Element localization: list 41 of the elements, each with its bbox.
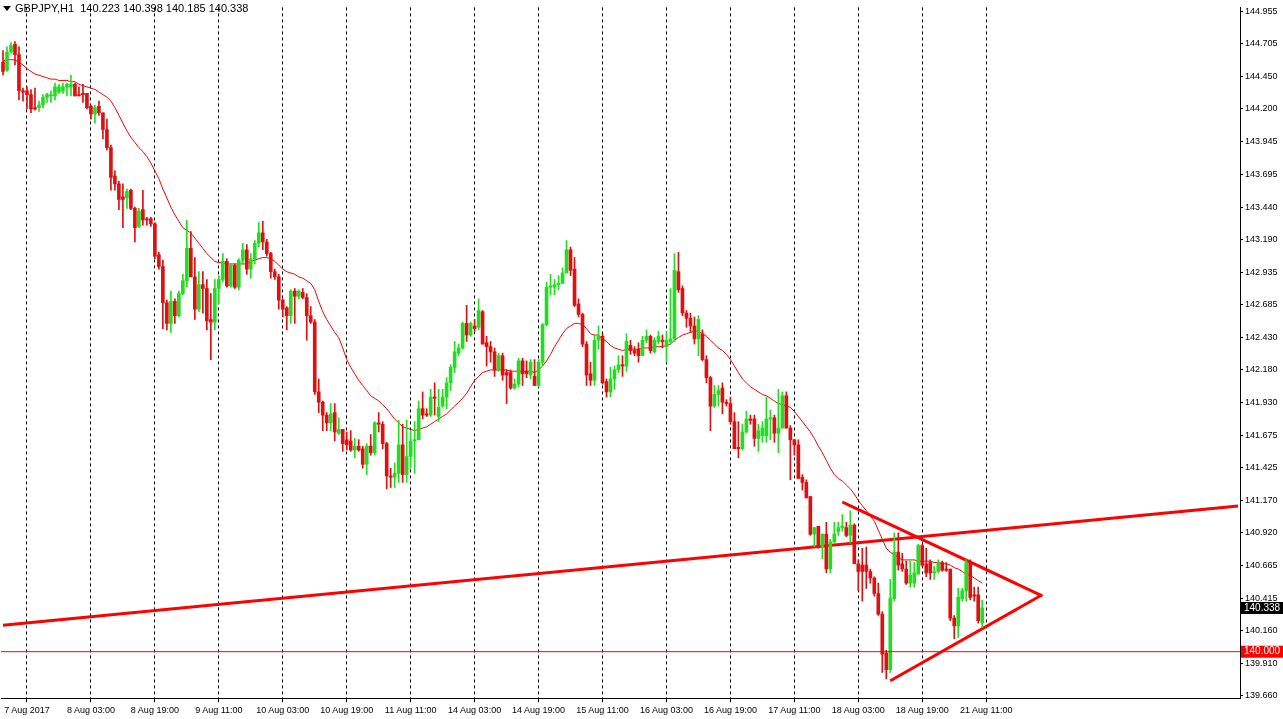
x-tick-label: 8 Aug 19:00 — [130, 705, 179, 716]
y-tick-label: 139.660 — [1245, 690, 1278, 701]
x-tick-label: 11 Aug 11:00 — [384, 705, 437, 716]
x-tick-label: 18 Aug 03:00 — [831, 705, 885, 716]
y-tick-label: 142.180 — [1245, 364, 1278, 375]
chart-title: GBPJPY,H1 140.223 140.398 140.185 140.338 — [15, 2, 249, 14]
x-tick-label: 16 Aug 03:00 — [639, 705, 693, 716]
y-tick-label: 140.160 — [1245, 625, 1278, 636]
y-tick-label: 144.705 — [1245, 38, 1278, 49]
y-tick-label: 140.415 — [1245, 592, 1278, 603]
y-tick-label: 143.695 — [1245, 168, 1278, 179]
y-tick-label: 140.665 — [1245, 560, 1278, 571]
x-tick-label: 16 Aug 19:00 — [703, 705, 757, 716]
x-tick-label: 15 Aug 11:00 — [576, 705, 629, 716]
y-tick-label: 141.170 — [1245, 494, 1278, 505]
x-tick-label: 17 Aug 11:00 — [768, 705, 821, 716]
y-tick-label: 143.190 — [1245, 233, 1278, 244]
y-tick-label: 142.430 — [1245, 332, 1278, 343]
y-tick-label: 143.440 — [1245, 201, 1278, 212]
y-tick-label: 142.685 — [1245, 299, 1278, 310]
x-tick-label: 7 Aug 2017 — [4, 705, 50, 716]
x-tick-label: 10 Aug 03:00 — [256, 705, 310, 716]
x-tick-label: 18 Aug 19:00 — [895, 705, 949, 716]
x-tick-label: 10 Aug 19:00 — [320, 705, 374, 716]
text: 140.338 — [1244, 601, 1281, 613]
y-tick-label: 141.425 — [1245, 461, 1278, 472]
y-tick-label: 142.935 — [1245, 266, 1278, 277]
x-tick-label: 21 Aug 11:00 — [960, 705, 1013, 716]
y-tick-label: 144.450 — [1245, 71, 1278, 82]
x-tick-label: 14 Aug 19:00 — [512, 705, 566, 716]
x-tick-label: 9 Aug 11:00 — [195, 705, 243, 716]
y-tick-label: 144.200 — [1245, 103, 1278, 114]
y-tick-label: 143.945 — [1245, 136, 1278, 147]
x-tick-label: 8 Aug 03:00 — [66, 705, 115, 716]
ref-line-label: 140.000 — [1244, 645, 1281, 657]
y-tick-label: 141.930 — [1245, 396, 1278, 407]
y-tick-label: 140.920 — [1245, 527, 1278, 538]
y-tick-label: 139.910 — [1245, 657, 1278, 668]
x-tick-label: 14 Aug 03:00 — [448, 705, 502, 716]
y-tick-label: 144.955 — [1245, 5, 1278, 16]
y-tick-label: 141.675 — [1245, 429, 1278, 440]
